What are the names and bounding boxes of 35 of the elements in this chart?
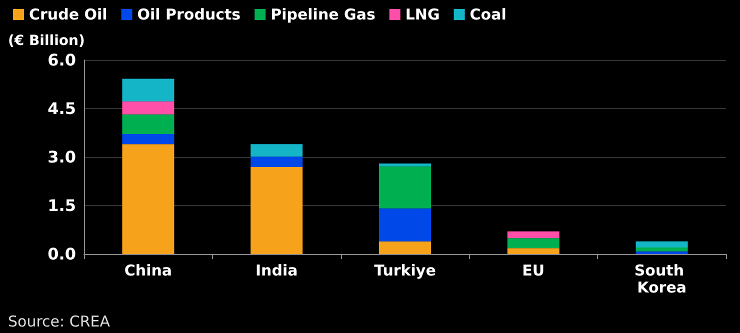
y-tick-label: 1.5 bbox=[48, 196, 76, 215]
y-tick-label: 4.5 bbox=[48, 99, 76, 118]
bar bbox=[379, 163, 431, 166]
y-tick-label: 0.0 bbox=[48, 244, 76, 264]
x-tick-label: South Korea bbox=[634, 262, 690, 296]
bar bbox=[250, 167, 303, 254]
x-tick-label: China bbox=[124, 262, 172, 280]
source-note: Source: CREA bbox=[8, 312, 111, 330]
bar bbox=[507, 238, 560, 248]
y-tick-label: 6.0 bbox=[48, 50, 76, 70]
bar bbox=[507, 248, 560, 254]
bar bbox=[122, 134, 174, 144]
x-tick-label: India bbox=[255, 262, 298, 280]
bar bbox=[379, 166, 431, 208]
bar bbox=[379, 241, 431, 254]
y-axis-title: (€ Billion) bbox=[8, 33, 85, 49]
bar bbox=[122, 114, 174, 134]
bar bbox=[507, 231, 560, 238]
bar bbox=[636, 241, 688, 248]
bar bbox=[379, 208, 431, 242]
y-tick-label: 3.0 bbox=[48, 148, 76, 166]
legend-label: LNG bbox=[405, 6, 440, 24]
legend-label: Pipeline Gas bbox=[270, 6, 376, 24]
bar bbox=[250, 156, 303, 168]
legend-label: Crude Oil bbox=[29, 6, 108, 24]
bar bbox=[122, 78, 174, 102]
legend-label: Oil Products bbox=[137, 6, 241, 24]
bar bbox=[636, 248, 688, 252]
bar bbox=[250, 144, 303, 157]
bar bbox=[122, 101, 174, 114]
legend-label: Coal bbox=[470, 6, 506, 24]
x-tick-label: Turkiye bbox=[374, 262, 436, 280]
x-tick-label: EU bbox=[522, 262, 545, 280]
bar bbox=[636, 251, 688, 254]
bar bbox=[122, 144, 174, 254]
